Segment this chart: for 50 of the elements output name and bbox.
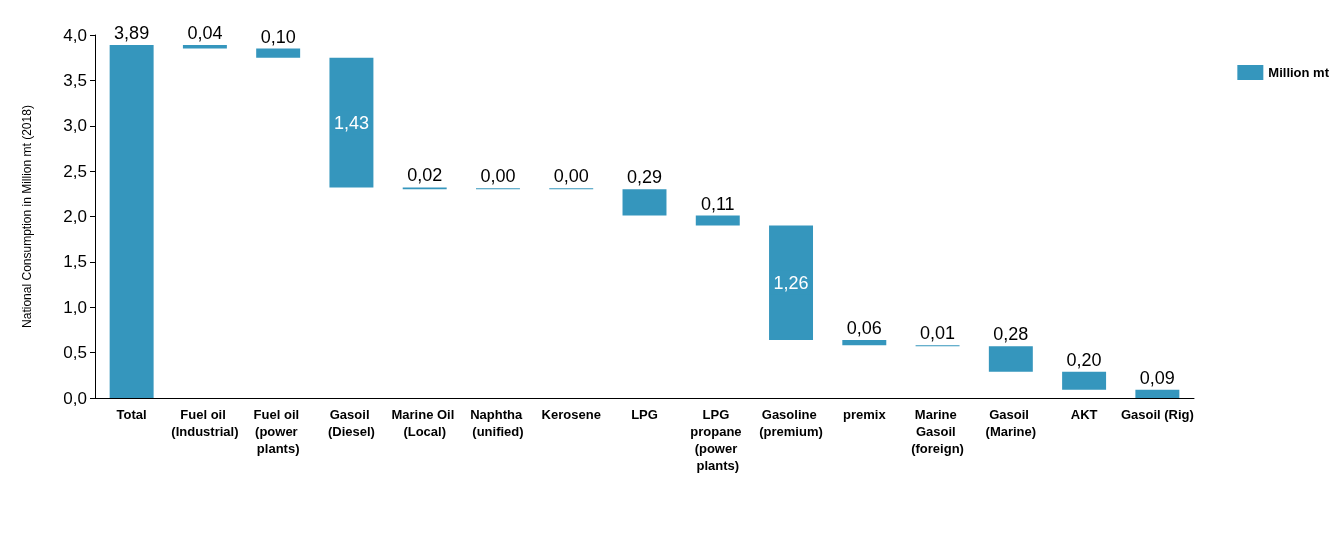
y-tick-label: 2,0 [63,207,87,226]
bar [109,44,154,398]
x-tick-label: Marine Oil (Local) [391,407,458,439]
data-label: 0,28 [993,324,1029,345]
y-tick-label: 4,0 [63,25,87,45]
x-tick-label: Gasoil (Rig) [1120,407,1194,422]
bar [842,339,887,346]
legend-label: Million mt [1268,65,1330,80]
data-label: 0,11 [700,193,735,214]
y-tick-label: 1,5 [63,252,87,272]
x-tick-label: Fuel oil (Industrial) [171,407,239,439]
y-tick-label: 0,0 [63,388,87,408]
x-tick-label: Total [116,407,147,422]
data-label: 0,04 [187,22,223,43]
x-tick-label: LPG [631,407,658,422]
data-label: 0,06 [846,317,882,338]
data-label: 1,43 [333,112,369,133]
y-tick-label: 2,5 [63,161,87,181]
y-tick-label: 0,5 [63,343,87,363]
x-tick-label: Naphtha (unified) [470,407,526,439]
bar [1135,389,1180,398]
data-label: 0,00 [553,166,589,187]
data-label: 0,20 [1066,349,1102,370]
bar [622,189,667,216]
x-tick-label: Gasoline (premium) [759,407,823,439]
y-tick-label: 1,0 [63,297,87,317]
y-tick-label: 3,5 [63,70,87,90]
bar [988,346,1033,372]
x-tick-label: Marine Gasoil (foreign) [911,407,964,456]
x-tick-label: Fuel oil (power plants) [253,407,303,456]
bar [695,215,740,226]
bar [182,44,227,49]
bar [256,48,301,58]
data-label: 0,00 [480,166,516,187]
bar [1062,371,1107,390]
data-label: 0,10 [260,26,296,47]
y-axis-title: National Consumption in Million mt (2018) [20,105,34,328]
data-label: 0,01 [920,323,956,344]
x-tick-label: Kerosene [541,407,601,422]
data-label: 0,29 [626,167,663,188]
y-tick-label: 3,0 [63,116,87,136]
x-tick-label: Gasoil (Diesel) [327,407,375,439]
x-tick-label: premix [842,407,887,422]
data-label: 0,02 [407,165,443,186]
data-label: 0,09 [1139,367,1175,388]
data-label: 1,26 [773,272,809,293]
x-tick-label: Gasoil (Marine) [985,407,1037,439]
x-tick-label: LPG propane (power plants) [690,407,746,473]
x-tick-label: AKT [1070,407,1098,422]
data-label: 3,89 [114,22,150,43]
